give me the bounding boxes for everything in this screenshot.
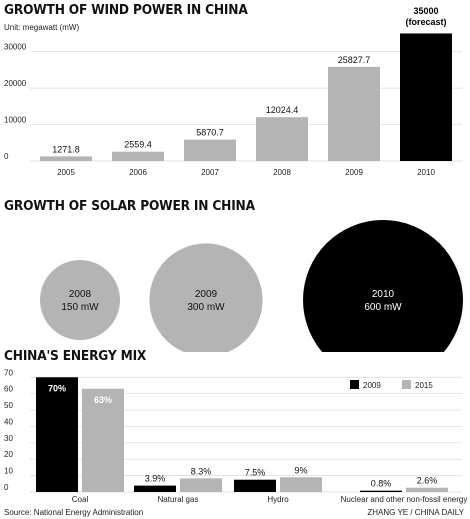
energy-chart-title: CHINA'S ENERGY MIX [4, 349, 147, 364]
wind-y-tick-label: 0 [4, 152, 9, 161]
energy-y-tick-label: 70 [4, 368, 13, 377]
energy-y-tick-label: 60 [4, 385, 13, 394]
energy-bar-value-label: 2.6% [417, 476, 438, 486]
solar-bubble [149, 243, 263, 352]
credit-note: ZHANG YE / CHINA DAILY [367, 508, 464, 517]
energy-mix-bar-chart: 0 10 20 30 40 50 60 70 70% 63% Coal 3.9% 8.3% Natural… [4, 368, 468, 504]
wind-x-tick-label: 2006 [129, 168, 147, 177]
energy-bar-value-label: 70% [48, 383, 66, 393]
solar-bubble-value: 150 mW [61, 302, 99, 313]
wind-bar-value-label: 35000 [413, 6, 438, 16]
wind-bar [328, 66, 380, 161]
energy-bar-2015 [180, 478, 222, 492]
energy-x-tick-label: Coal [72, 495, 89, 504]
energy-bar-2015 [280, 477, 322, 492]
wind-x-tick-label: 2007 [201, 168, 219, 177]
solar-bubble-value: 300 mW [187, 302, 225, 313]
energy-y-tick-label: 40 [4, 417, 13, 426]
wind-bar-value-label: 25827.7 [338, 55, 371, 65]
energy-bar-2015 [406, 487, 448, 492]
energy-y-tick-label: 0 [4, 483, 9, 492]
wind-y-tick-label: 20000 [4, 79, 27, 88]
energy-bar-2009 [36, 377, 78, 492]
solar-bubble [40, 260, 120, 340]
solar-bubble-year: 2008 [69, 289, 92, 300]
energy-y-tick-label: 30 [4, 434, 13, 443]
energy-x-tick-label: Hydro [267, 495, 289, 504]
solar-power-bubble-chart: 2008 150 mW 2009 300 mW 2010 600 mW [40, 220, 463, 352]
solar-chart-title: GROWTH OF SOLAR POWER IN CHINA [4, 199, 255, 214]
wind-x-tick-label: 2008 [273, 168, 291, 177]
wind-x-tick-label: 2005 [57, 168, 75, 177]
energy-bar-value-label: 3.9% [145, 474, 166, 484]
energy-legend-swatch-2009 [350, 380, 359, 389]
wind-bar-value-label: 5870.7 [196, 128, 224, 138]
solar-bubble-year: 2010 [372, 289, 395, 300]
energy-bar-value-label: 63% [94, 395, 112, 405]
energy-bar-value-label: 8.3% [191, 466, 212, 476]
energy-y-tick-label: 20 [4, 450, 13, 459]
wind-y-tick-label: 30000 [4, 43, 27, 52]
solar-bubble-year: 2009 [195, 289, 218, 300]
energy-x-tick-label: Natural gas [158, 495, 199, 504]
energy-x-tick-label: Nuclear and other non-fossil energy [341, 495, 468, 504]
wind-unit-label: Unit: megawatt (mW) [4, 23, 80, 32]
energy-bar-value-label: 0.8% [371, 479, 392, 489]
wind-y-tick-label: 10000 [4, 116, 27, 125]
energy-legend-swatch-2015 [402, 380, 411, 389]
energy-bar-value-label: 9% [294, 465, 307, 475]
energy-bar-2009 [134, 485, 176, 492]
wind-bar-value-label: 12024.4 [266, 105, 299, 115]
wind-bar [40, 156, 92, 161]
energy-bar-2015 [82, 388, 124, 492]
wind-bar-value-label: 2559.4 [124, 140, 152, 150]
wind-x-tick-label: 2010 [417, 168, 435, 177]
energy-legend-label-2009: 2009 [363, 381, 381, 390]
wind-bar [184, 139, 236, 161]
energy-bar-2009 [234, 479, 276, 492]
wind-bar [112, 151, 164, 161]
wind-bar [400, 33, 452, 161]
energy-legend-label-2015: 2015 [415, 381, 433, 390]
solar-bubble-value: 600 mW [364, 302, 402, 313]
wind-bar [256, 117, 308, 161]
wind-bar-value-label: 1271.8 [52, 144, 80, 154]
energy-bar-value-label: 7.5% [245, 468, 266, 478]
energy-bar-2009 [360, 490, 402, 492]
energy-y-tick-label: 10 [4, 467, 13, 476]
wind-chart-title: GROWTH OF WIND POWER IN CHINA [4, 3, 248, 18]
wind-power-bar-chart: 0 10000 20000 30000 1271.8 2005 2559.4 2006 5870… [4, 6, 462, 177]
wind-forecast-note: (forecast) [405, 17, 446, 27]
source-note: Source: National Energy Administration [4, 508, 144, 517]
solar-bubble [303, 220, 463, 352]
energy-y-tick-label: 50 [4, 401, 13, 410]
wind-x-tick-label: 2009 [345, 168, 363, 177]
